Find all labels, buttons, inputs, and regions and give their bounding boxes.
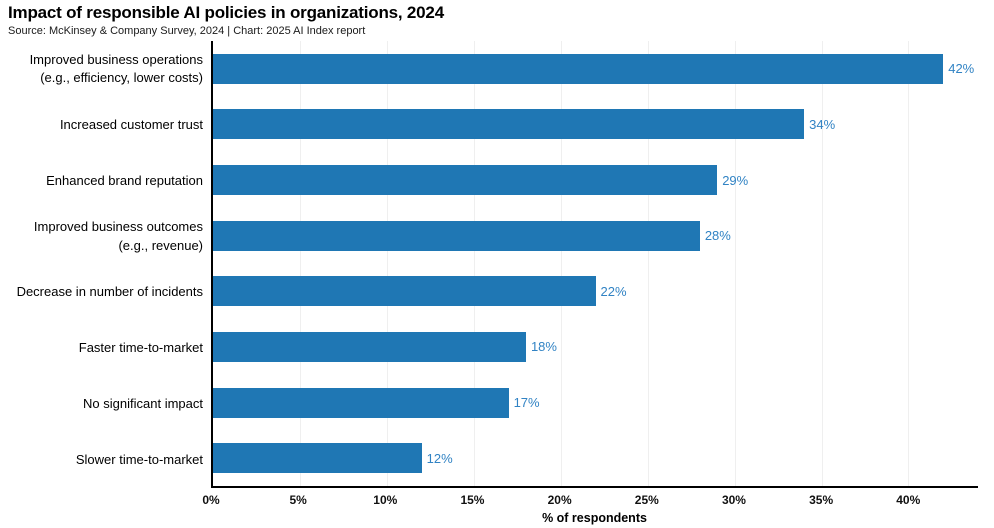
x-tick-label: 5% [289,493,307,507]
category-label: Increased customer trust [59,116,203,132]
gridline [560,41,562,486]
category-label: Improved business operations (e.g., effi… [29,51,203,85]
bar-value-label: 12% [426,450,453,466]
chart-title: Impact of responsible AI policies in org… [8,3,444,22]
bar-row: 34% [213,97,978,153]
x-axis-ticks: 0% 5% 10% 15% 20% 25% 30% 35% 40% [202,493,978,508]
bar-row: 12% [213,430,978,486]
x-tick-label: 30% [721,493,746,507]
x-tick-label: 20% [547,493,572,507]
bar-row: 22% [213,264,978,320]
gridline [908,41,910,486]
bar-row: 29% [213,152,978,208]
x-tick-label: 15% [460,493,485,507]
bar [213,53,944,84]
bar [213,109,805,140]
category-label: No significant impact [83,396,203,412]
x-axis-title: % of respondents [542,511,647,525]
bar [213,276,596,307]
y-axis-labels: Improved business operations (e.g., effi… [0,41,203,488]
plot-area: 42% 34% 29% 28% 22% 18% 17% 12% [211,41,978,488]
bar [213,165,718,196]
category-label: Enhanced brand reputation [46,172,203,188]
x-tick-label: 25% [634,493,659,507]
bar-row: 28% [213,208,978,264]
gridline [734,41,736,486]
bar-value-label: 17% [513,395,540,411]
bar-value-label: 29% [722,172,749,188]
bar [213,220,700,251]
x-tick-label: 0% [202,493,220,507]
gridline [473,41,475,486]
bar-value-label: 42% [948,61,975,77]
bar-value-label: 18% [530,339,557,355]
bar-rows: 42% 34% 29% 28% 22% 18% 17% 12% [213,41,978,486]
bar [213,331,526,362]
chart-source-note: Source: McKinsey & Company Survey, 2024 … [8,25,366,37]
bar [213,387,509,418]
bar [213,443,422,474]
gridline [647,41,649,486]
gridline [386,41,388,486]
bar-value-label: 34% [809,116,836,132]
bar-value-label: 28% [704,228,731,244]
x-tick-label: 10% [373,493,398,507]
bar-value-label: 22% [600,283,627,299]
gridline [821,41,823,486]
category-label: Slower time-to-market [75,451,203,467]
bar-row: 17% [213,375,978,431]
bar-row: 18% [213,319,978,375]
x-tick-label: 40% [896,493,921,507]
x-tick-label: 35% [809,493,834,507]
bar-row: 42% [213,41,978,97]
category-label: Decrease in number of incidents [16,284,203,300]
gridline [299,41,301,486]
category-label: Improved business outcomes (e.g., revenu… [33,219,203,253]
category-label: Faster time-to-market [78,340,203,356]
